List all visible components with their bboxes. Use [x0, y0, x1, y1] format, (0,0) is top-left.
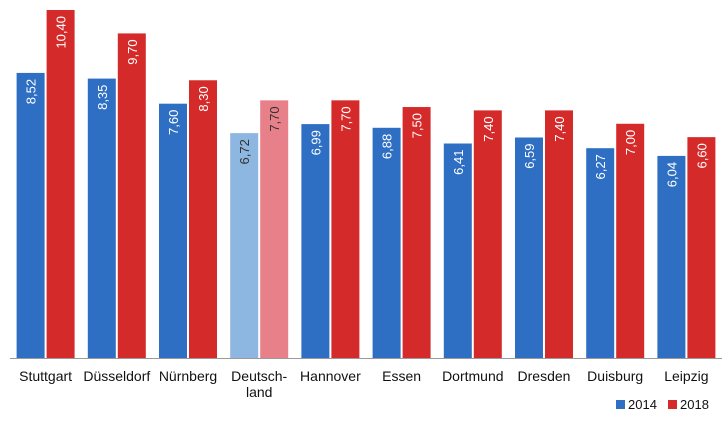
bar-2014-3 [230, 133, 259, 358]
bar-2018-2 [189, 80, 217, 359]
value-label-2018-7: 7,40 [552, 116, 567, 141]
value-label-2014-8: 6,27 [593, 154, 608, 179]
value-label-2014-6: 6,41 [451, 150, 466, 175]
bar-2014-0 [16, 72, 45, 359]
bar-2014-8 [586, 148, 615, 358]
bar-2018-9 [687, 137, 716, 358]
bar-2018-4 [331, 100, 360, 358]
value-label-2018-1: 9,70 [125, 39, 140, 64]
bar-2018-3 [260, 100, 289, 358]
value-label-2014-7: 6,59 [522, 143, 537, 168]
legend-label-2014: 2014 [628, 397, 657, 412]
legend-swatch-2014 [616, 400, 625, 409]
category-label-7: Dresden [518, 368, 571, 384]
legend: 2014 2018 [616, 397, 709, 412]
bar-2014-2 [159, 103, 187, 358]
value-label-2014-2: 7,60 [166, 110, 181, 135]
value-label-2014-3: 6,72 [237, 139, 252, 164]
legend-swatch-2018 [668, 400, 677, 409]
value-label-2018-6: 7,40 [481, 116, 496, 141]
bar-2014-9 [657, 155, 686, 358]
value-label-2018-4: 7,70 [338, 106, 353, 131]
category-label-3: Deutsch-land [231, 368, 287, 400]
bar-2018-5 [402, 107, 431, 359]
bar-2014-7 [515, 137, 543, 358]
bar-2018-0 [46, 10, 75, 358]
value-label-2014-5: 6,88 [380, 134, 395, 159]
legend-label-2018: 2018 [680, 397, 709, 412]
bar-2018-7 [545, 110, 573, 358]
value-label-2014-0: 8,52 [24, 79, 39, 104]
category-label-1: Düsseldorf [83, 368, 150, 384]
category-labels: Stuttgart Düsseldorf Nürnberg Deutsch-land H… [19, 368, 708, 400]
bar-2014-6 [443, 143, 472, 358]
bar-2018-8 [616, 123, 645, 359]
value-label-2018-9: 6,60 [694, 143, 709, 168]
category-label-6: Dortmund [442, 368, 503, 384]
value-label-2014-9: 6,04 [664, 162, 679, 187]
category-label-4: Hannover [300, 368, 361, 384]
category-label-9: Leipzig [664, 368, 708, 384]
value-label-2018-0: 10,40 [54, 16, 69, 49]
category-label-8: Duisburg [587, 368, 643, 384]
bar-2018-1 [117, 33, 146, 359]
bar-2014-5 [372, 127, 401, 359]
value-label-2018-8: 7,00 [623, 130, 638, 155]
value-label-2018-2: 8,30 [196, 86, 211, 111]
bar-2014-1 [87, 78, 116, 358]
category-label-2: Nürnberg [159, 368, 217, 384]
category-label-0: Stuttgart [19, 368, 72, 384]
value-label-2018-5: 7,50 [410, 113, 425, 138]
value-label-2014-4: 6,99 [308, 130, 323, 155]
value-label-2014-1: 8,35 [95, 85, 110, 110]
bar-2018-6 [473, 110, 502, 358]
bar-2014-4 [301, 124, 330, 358]
category-label-5: Essen [382, 368, 421, 384]
bars-group: 8,52 10,40 8,35 9,70 7,60 8,30 6,72 7,70 6,99 7,7… [16, 10, 716, 359]
value-label-2018-3: 7,70 [267, 106, 282, 131]
